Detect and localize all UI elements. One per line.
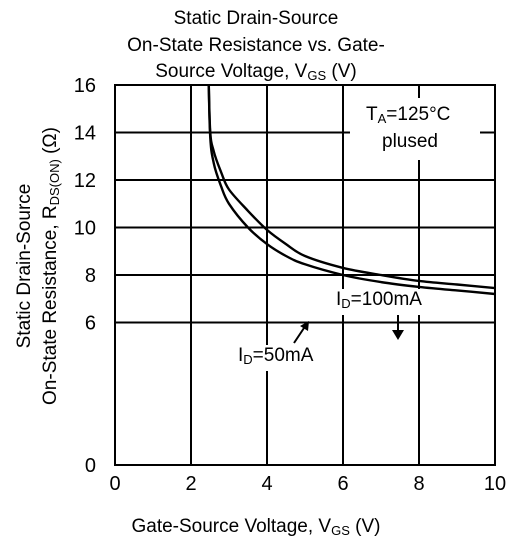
title-sub: GS	[307, 68, 327, 83]
ylabel-sub: DS(ON)	[47, 159, 62, 206]
series-100ma-main: I	[336, 289, 342, 310]
chart-title-line-3: Source Voltage, VGS (V)	[0, 61, 512, 87]
title-tail: (V)	[326, 61, 357, 82]
y-tick-label-8: 8	[85, 265, 96, 287]
y-tick-label-6: 6	[85, 313, 96, 335]
x-tick-label-4: 4	[261, 473, 272, 495]
y-tick-label-10: 10	[74, 218, 96, 240]
plot-frame	[114, 84, 496, 466]
x-tick-label-10: 10	[484, 473, 506, 495]
tick-labels: 0 2 4 6 8 10 0 6 8 10 12 14 16	[74, 75, 506, 495]
chart-title-line-2: On-State Resistance vs. Gate-	[127, 35, 385, 56]
x-axis-label: Gate-Source Voltage, VGS (V)	[0, 516, 512, 538]
title-text: Source Voltage, V	[155, 61, 308, 82]
y-axis-label-line-2: On-State Resistance, RDS(ON) (Ω)	[40, 86, 62, 446]
series-line-50ma	[207, 85, 495, 296]
y-tick-label-16: 16	[74, 75, 96, 97]
condition-pulse-label: plused	[382, 131, 438, 152]
series-100ma-tail: =100mA	[350, 289, 422, 310]
x-tick-label-8: 8	[413, 473, 424, 495]
condition-tail: =125°C	[386, 104, 451, 125]
y-tick-label-12: 12	[74, 170, 96, 192]
condition-main: T	[366, 104, 378, 125]
series-50ma-sub: D	[243, 352, 253, 367]
series-label-100ma: ID=100mA	[334, 289, 424, 315]
y-tick-label-14: 14	[74, 123, 96, 145]
condition-sub: A	[377, 111, 387, 126]
xlabel-main: Gate-Source Voltage, V	[131, 516, 332, 537]
series-100ma-sub: D	[341, 296, 351, 311]
x-tick-label-0: 0	[109, 473, 120, 495]
ylabel-main: On-State Resistance, R	[40, 205, 61, 405]
x-tick-label-2: 2	[185, 473, 196, 495]
xlabel-sub: GS	[331, 523, 350, 538]
y-tick-label-0: 0	[85, 455, 96, 477]
arrow-50ma-head	[300, 321, 309, 331]
series-line-100ma	[207, 85, 495, 290]
ylabel-tail: (Ω)	[40, 127, 61, 160]
series-label-50ma: ID=50mA	[236, 345, 316, 371]
arrow-100ma-head	[392, 330, 404, 340]
series-50ma-main: I	[238, 345, 244, 366]
curves	[207, 85, 495, 296]
series-50ma-tail: =50mA	[252, 345, 314, 366]
xlabel-tail: (V)	[349, 516, 381, 537]
chart-title-line-1: Static Drain-Source	[173, 8, 339, 29]
condition-box-mask	[350, 98, 480, 160]
label-arrows	[293, 314, 404, 344]
condition-label: TA=125°C	[366, 104, 450, 130]
x-tick-label-6: 6	[337, 473, 348, 495]
y-axis-label-line-1: Static Drain-Source	[14, 183, 35, 349]
